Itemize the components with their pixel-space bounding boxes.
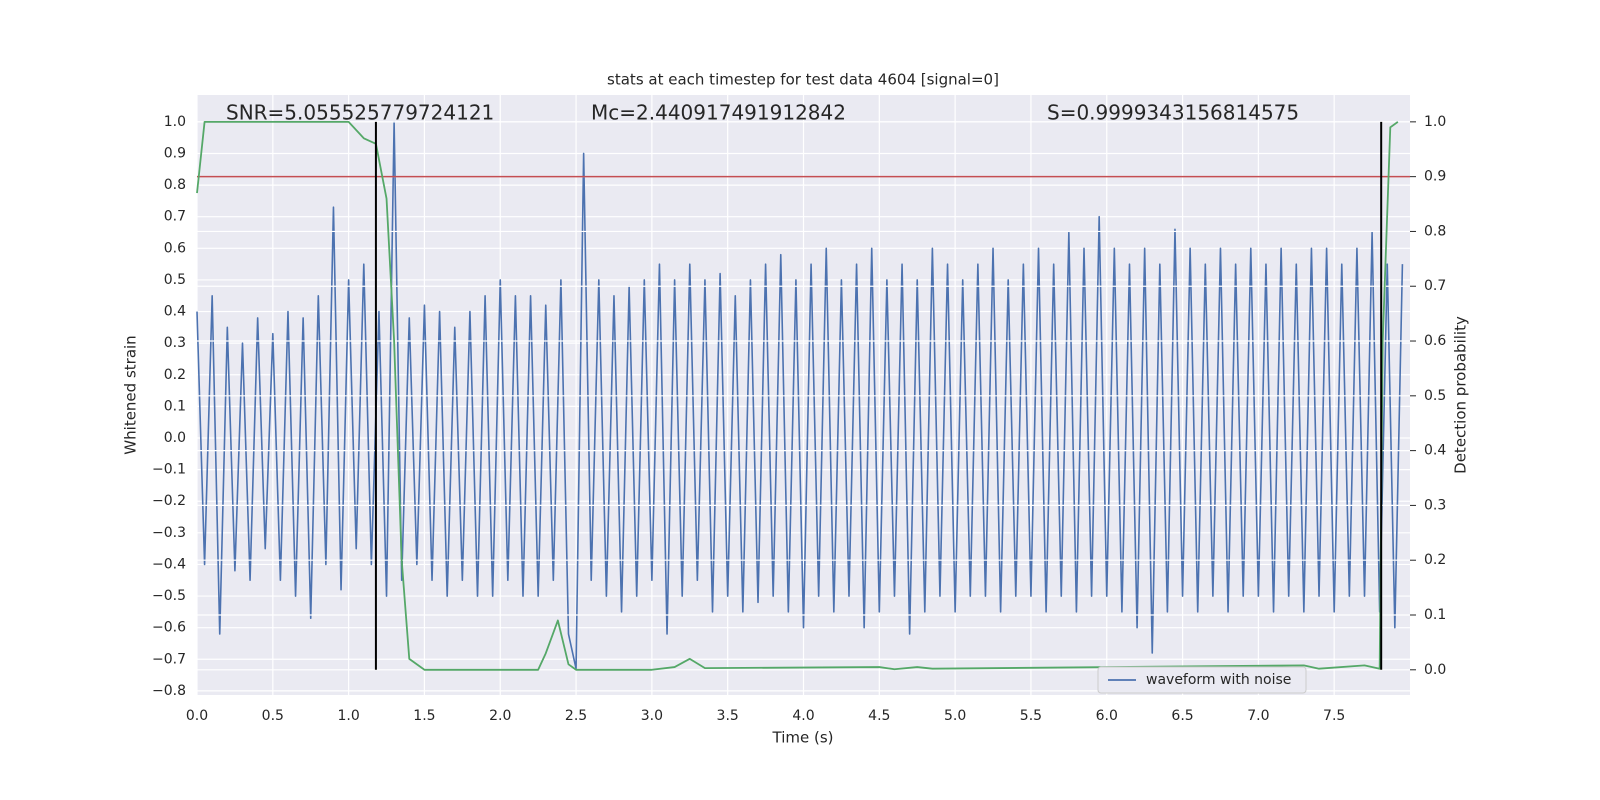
x-tick-label: 0.0 <box>186 708 208 724</box>
legend-box <box>1097 666 1307 694</box>
y-tick-label: 0.8 <box>164 177 186 193</box>
y2-axis-label: Detection probability <box>1452 316 1470 474</box>
x-tick-label: 5.0 <box>944 708 966 724</box>
y-tick-label: −0.7 <box>152 651 186 667</box>
y-tick-label: 0.1 <box>164 398 186 414</box>
x-axis-label: Time (s) <box>772 729 834 747</box>
x-tick-label: 6.5 <box>1171 708 1193 724</box>
x-tick-label: 4.0 <box>792 708 814 724</box>
x-tick-label: 5.5 <box>1020 708 1042 724</box>
y-tick-label: 0.0 <box>164 430 186 446</box>
x-tick-label: 7.0 <box>1247 708 1269 724</box>
y2-tick-label: 0.9 <box>1424 169 1446 185</box>
x-tick-label: 7.5 <box>1323 708 1345 724</box>
legend-label: waveform with noise <box>1146 672 1291 688</box>
y2-tick-label: 0.6 <box>1424 333 1446 349</box>
annotation: S=0.9999343156814575 <box>1047 101 1299 125</box>
y-tick-label: −0.8 <box>152 683 186 699</box>
overlay-layer <box>196 120 1410 671</box>
y-tick-label: 0.2 <box>164 367 186 383</box>
y-tick-label: −0.6 <box>152 620 186 636</box>
grid-right <box>197 121 1410 671</box>
y2-tick-label: 0.2 <box>1424 552 1446 568</box>
y2-tick-label: 0.7 <box>1424 278 1446 294</box>
x-tick-label: 6.0 <box>1096 708 1118 724</box>
y2-tick-label: 1.0 <box>1424 114 1446 130</box>
y-tick-label: −0.1 <box>152 462 186 478</box>
y-tick-label: 0.4 <box>164 304 186 320</box>
x-tick-label: 3.5 <box>717 708 739 724</box>
waveform-line <box>196 121 1404 670</box>
y-tick-label: 1.0 <box>164 114 186 130</box>
x-tick-label: 3.0 <box>641 708 663 724</box>
y-tick-label: 0.3 <box>164 335 186 351</box>
chart-title: stats at each timestep for test data 460… <box>607 71 999 89</box>
x-tick-label: 2.5 <box>565 708 587 724</box>
y-tick-label: 0.9 <box>164 145 186 161</box>
x-tick-label: 1.0 <box>337 708 359 724</box>
x-tick-label: 0.5 <box>262 708 284 724</box>
annotation: SNR=5.055525779724121 <box>226 101 494 125</box>
y-tick-label: −0.3 <box>152 525 186 541</box>
x-tick-label: 4.5 <box>868 708 890 724</box>
y2-tick-label: 0.0 <box>1424 662 1446 678</box>
y-tick-label: −0.5 <box>152 588 186 604</box>
y2-tick-label: 0.8 <box>1424 223 1446 239</box>
y2-tick-label: 0.3 <box>1424 497 1446 513</box>
x-tick-label: 1.5 <box>413 708 435 724</box>
y2-tick-label: 0.4 <box>1424 443 1446 459</box>
waveform-layer <box>196 121 1404 670</box>
y2-tick-label: 0.5 <box>1424 388 1446 404</box>
y-tick-label: 0.6 <box>164 240 186 256</box>
x-tick-label: 2.0 <box>489 708 511 724</box>
y-tick-label: −0.4 <box>152 556 186 572</box>
y-tick-label: 0.5 <box>164 272 186 288</box>
y2-tick-label: 0.1 <box>1424 607 1446 623</box>
y-axis-label: Whitened strain <box>122 335 140 454</box>
y-tick-label: −0.2 <box>152 493 186 509</box>
annotation: Mc=2.440917491912842 <box>591 101 846 125</box>
y-tick-label: 0.7 <box>164 209 186 225</box>
probability-line <box>196 120 1399 671</box>
